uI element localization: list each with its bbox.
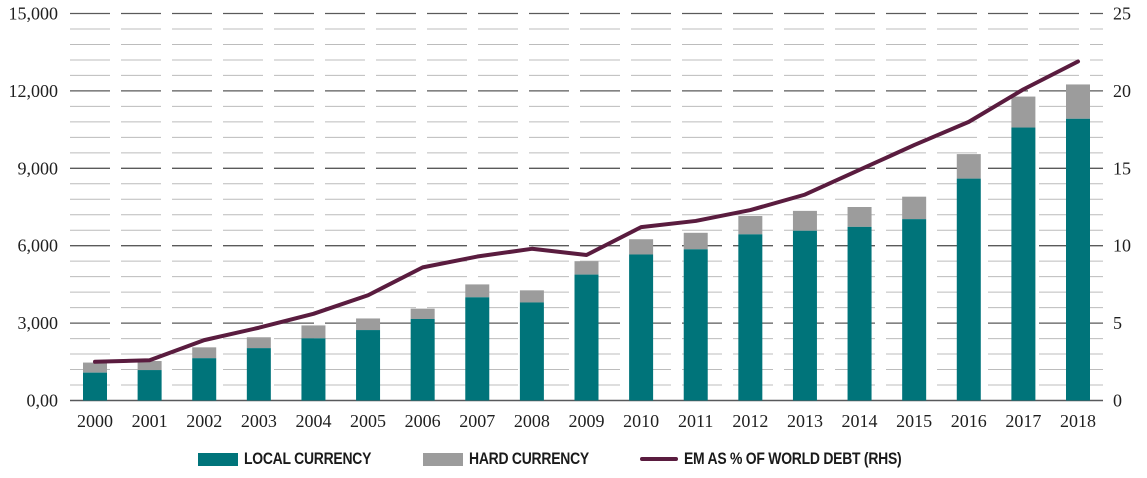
bar-segment-hard-currency: [738, 216, 763, 235]
legend-label-hard-currency: HARD CURRENCY: [469, 449, 590, 468]
bar-segment-hard-currency: [629, 239, 654, 255]
bar-segment-hard-currency: [902, 196, 927, 220]
right-axis-tick-label: 25: [1113, 4, 1131, 24]
bar-segment-hard-currency: [956, 154, 981, 179]
legend: LOCAL CURRENCY HARD CURRENCY EM AS % OF …: [0, 449, 1147, 469]
bar-segment-local-currency: [847, 226, 872, 401]
x-axis-year-label: 2015: [896, 411, 932, 431]
x-axis-year-label: 2014: [842, 411, 878, 431]
x-axis-year-label: 2007: [459, 411, 495, 431]
bar-segment-hard-currency: [1066, 84, 1090, 119]
x-axis-year-label: 2002: [186, 411, 222, 431]
x-axis-labels: 2000 2001 2002 2003 2004 2005 2006 2007 2008 2009…: [77, 411, 1096, 431]
right-axis-tick-label: 15: [1113, 158, 1131, 178]
bar-swatch-icon: [198, 452, 239, 466]
x-axis-year-label: 2009: [569, 411, 605, 431]
bar-segment-local-currency: [519, 302, 544, 401]
bars: [83, 84, 1090, 401]
bar-segment-local-currency: [792, 230, 817, 401]
bar-segment-local-currency: [574, 274, 599, 401]
left-axis-tick-label: 6,000: [18, 236, 59, 256]
x-axis-year-label: 2010: [623, 411, 659, 431]
line-swatch-icon: [639, 457, 678, 461]
right-axis-tick-label: 5: [1113, 313, 1122, 333]
bar-segment-hard-currency: [410, 308, 435, 319]
bar-segment-local-currency: [683, 249, 708, 401]
x-axis-year-label: 2001: [132, 411, 168, 431]
right-axis-labels: 0 5 10 15 20 25: [1113, 4, 1131, 411]
left-axis-labels: 0,00 3,000 6,000 9,000 12,000 15,000: [9, 4, 59, 411]
bar-segment-hard-currency: [519, 290, 544, 303]
right-axis-tick-label: 10: [1113, 236, 1131, 256]
legend-item-local-currency: LOCAL CURRENCY: [198, 449, 399, 469]
bar-segment-local-currency: [956, 178, 981, 401]
bar-segment-hard-currency: [137, 361, 162, 371]
left-axis-tick-label: 12,000: [9, 81, 59, 101]
bar-segment-hard-currency: [192, 347, 217, 359]
x-axis-year-label: 2013: [787, 411, 823, 431]
legend-item-em-world-debt: EM AS % OF WORLD DEBT (RHS): [639, 449, 949, 469]
x-axis-year-label: 2006: [405, 411, 441, 431]
x-axis-year-label: 2004: [295, 411, 331, 431]
left-axis-tick-label: 3,000: [18, 313, 59, 333]
x-axis-year-label: 2005: [350, 411, 386, 431]
x-axis-year-label: 2017: [1005, 411, 1041, 431]
bar-segment-local-currency: [410, 318, 435, 401]
x-axis-year-label: 2003: [241, 411, 277, 431]
bar-segment-local-currency: [902, 219, 927, 401]
x-axis-year-label: 2016: [951, 411, 987, 431]
bar-swatch-icon: [423, 452, 464, 466]
bar-segment-local-currency: [301, 338, 326, 401]
bar-segment-hard-currency: [83, 362, 107, 373]
x-axis-year-label: 2011: [678, 411, 713, 431]
x-axis-year-label: 2012: [732, 411, 768, 431]
bar-segment-local-currency: [738, 234, 763, 401]
x-axis-year-label: 2018: [1060, 411, 1096, 431]
bar-segment-local-currency: [83, 372, 107, 401]
legend-label-em-world-debt: EM AS % OF WORLD DEBT (RHS): [683, 449, 902, 468]
bar-segment-hard-currency: [465, 284, 490, 298]
bar-segment-hard-currency: [683, 232, 708, 250]
x-axis-year-label: 2000: [77, 411, 113, 431]
em-percent-line: [93, 59, 1080, 364]
x-axis-year-label: 2008: [514, 411, 550, 431]
bar-segment-local-currency: [246, 348, 271, 401]
right-axis-tick-label: 20: [1113, 81, 1131, 101]
legend-label-local-currency: LOCAL CURRENCY: [244, 449, 372, 468]
bar-segment-local-currency: [465, 297, 490, 401]
left-axis-tick-label: 15,000: [9, 4, 59, 24]
bar-segment-hard-currency: [792, 210, 817, 231]
left-axis-tick-label: 9,000: [18, 158, 59, 178]
bar-segment-local-currency: [137, 370, 162, 401]
bar-segment-local-currency: [192, 358, 217, 401]
bar-segment-hard-currency: [246, 337, 271, 349]
bar-segment-local-currency: [1011, 127, 1036, 401]
bar-segment-local-currency: [629, 254, 654, 401]
bar-segment-hard-currency: [847, 207, 872, 227]
right-axis-tick-label: 0: [1113, 391, 1122, 411]
left-axis-tick-label: 0,00: [27, 391, 59, 411]
bar-segment-local-currency: [356, 330, 381, 401]
bar-segment-hard-currency: [574, 261, 599, 275]
bar-segment-local-currency: [1066, 118, 1090, 401]
bar-segment-hard-currency: [1011, 96, 1036, 128]
bar-segment-hard-currency: [356, 318, 381, 331]
legend-item-hard-currency: HARD CURRENCY: [423, 449, 615, 469]
bar-segment-hard-currency: [301, 325, 326, 339]
